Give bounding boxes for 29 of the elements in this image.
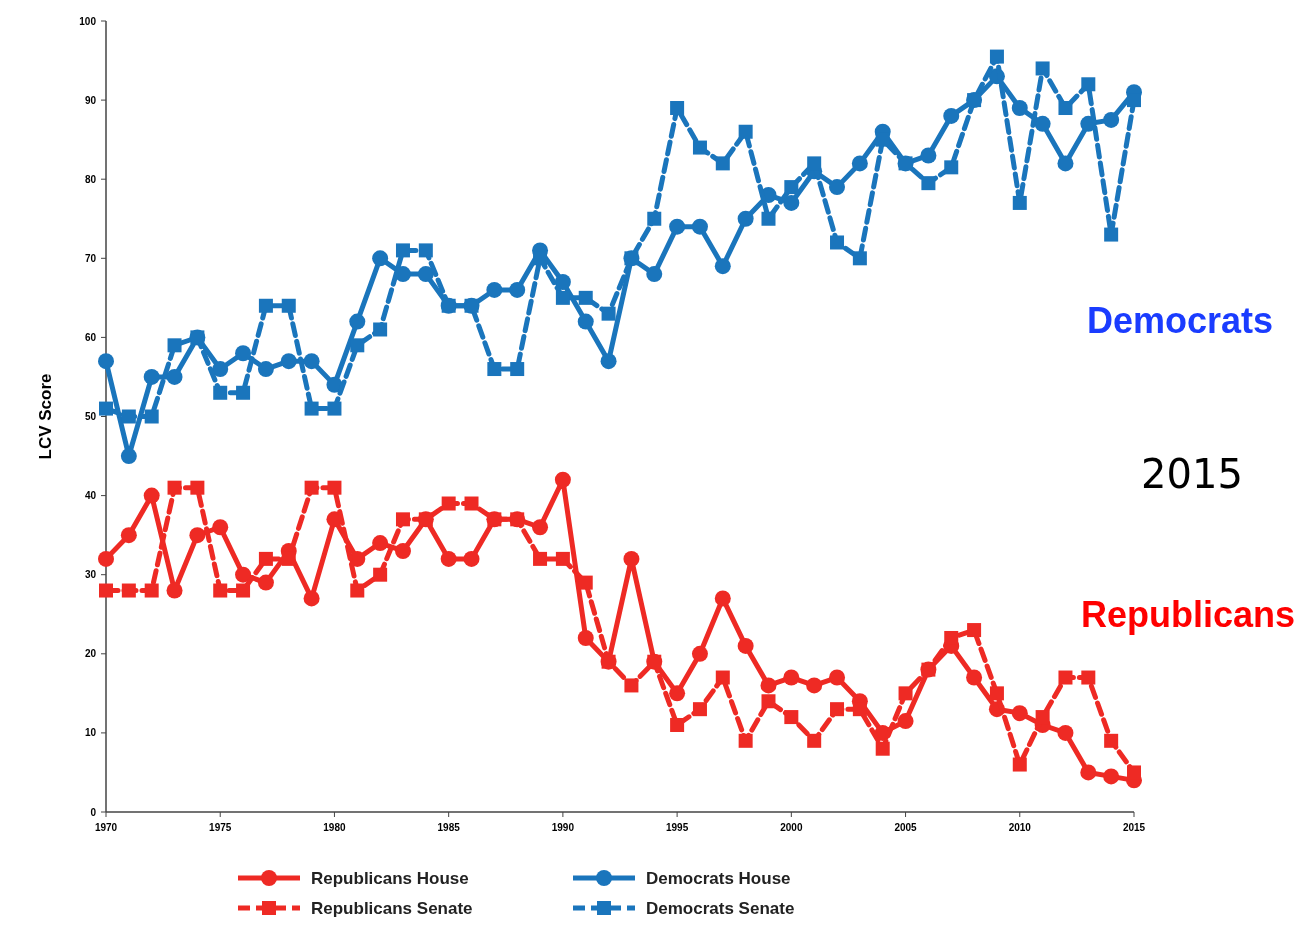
x-tick-label: 2010 xyxy=(1008,822,1032,833)
x-tick-label: 2000 xyxy=(780,822,803,833)
y-tick-label: 10 xyxy=(84,727,97,739)
y-tick-label: 30 xyxy=(84,569,97,581)
y-tick-label: 100 xyxy=(79,15,97,27)
y-tick-label: 0 xyxy=(90,806,97,818)
y-tick-label: 20 xyxy=(84,648,97,660)
y-tick-label: 50 xyxy=(84,411,97,422)
y-tick-label: 70 xyxy=(84,252,97,264)
x-tick-label: 1995 xyxy=(665,822,689,833)
legend-label: Democrats Senate xyxy=(646,898,795,918)
x-tick-label: 1980 xyxy=(323,822,346,833)
x-tick-label: 2015 xyxy=(1122,822,1146,833)
legend-label: Republicans Senate xyxy=(311,898,473,918)
annotation: Republicans xyxy=(1080,593,1296,635)
y-tick-label: 40 xyxy=(84,490,97,502)
y-axis-title: LCV Score xyxy=(35,373,55,460)
x-tick-label: 1990 xyxy=(551,822,575,833)
legend-label: Democrats House xyxy=(646,868,791,888)
x-tick-label: 1985 xyxy=(437,822,461,833)
x-tick-label: 1975 xyxy=(209,822,232,833)
y-tick-label: 90 xyxy=(84,94,97,106)
x-tick-label: 1970 xyxy=(94,822,118,833)
y-tick-label: 60 xyxy=(84,331,97,343)
annotation: Democrats xyxy=(1086,299,1274,341)
x-tick-label: 2005 xyxy=(894,822,918,833)
text: 2015 xyxy=(1141,451,1243,497)
legend-label: Republicans House xyxy=(311,868,469,888)
y-tick-label: 80 xyxy=(84,173,97,185)
